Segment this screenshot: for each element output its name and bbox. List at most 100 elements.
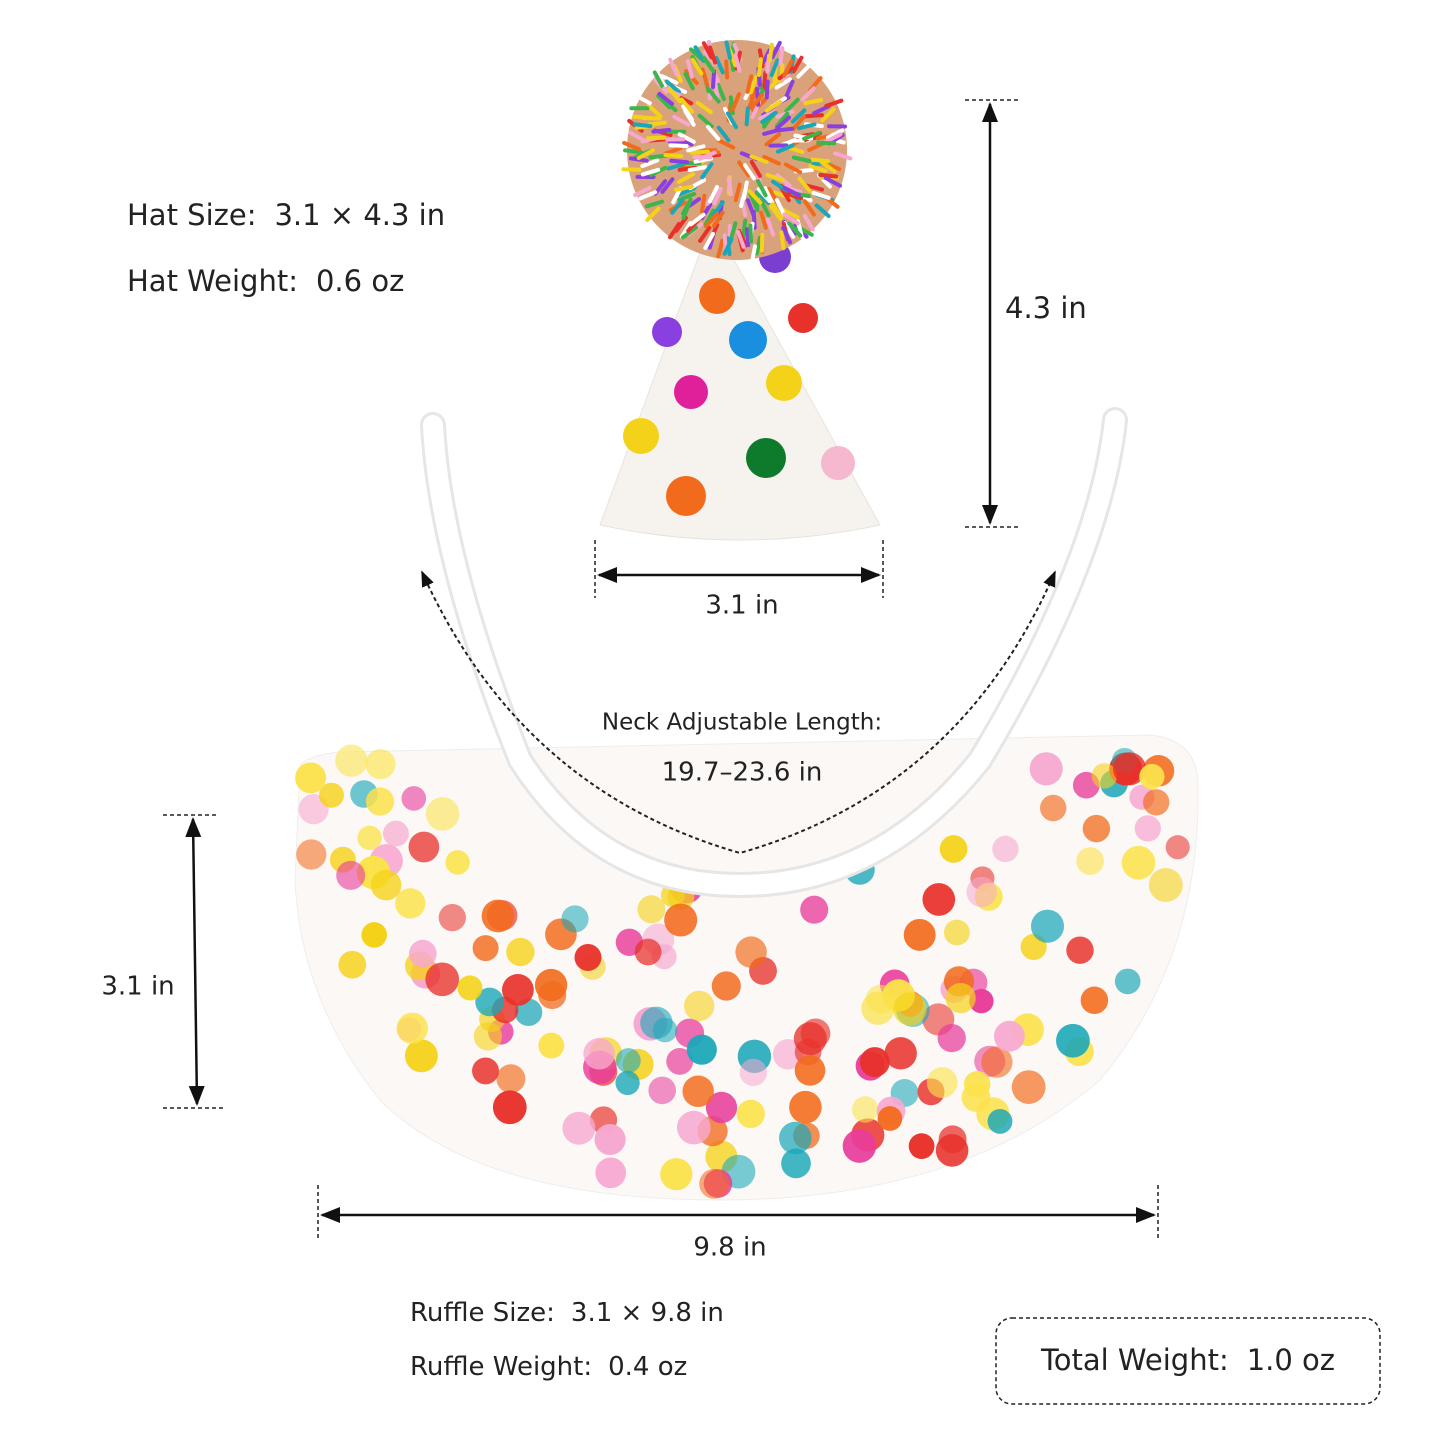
pom-pom-strand [783,191,803,201]
ruffle-height-label: 3.1 in [101,972,174,1002]
pom-pom-strand [645,206,661,222]
pom-pom-strand [781,226,793,245]
pom-pom-strand [745,198,756,218]
pom-pom-strand [770,202,784,220]
neck-label: Neck Adjustable Length: [602,710,882,736]
pom-pom-strand [644,199,665,209]
pom-pom-strand [782,186,801,198]
pom-pom-strand [749,154,769,164]
ruffle-dot [538,981,567,1010]
pom-pom-strand [621,167,642,172]
ruffle-dot [789,1090,822,1124]
pom-pom-strand [745,227,751,248]
ruffle-dot [1139,763,1165,790]
pom-pom-strand [803,98,823,106]
hat-weight: Hat Weight: 0.6 oz [127,264,404,298]
hat-dot [674,375,708,409]
spec-label: Hat Size: [127,198,256,232]
pom-pom-strand [706,124,721,141]
ruffle-dot [1056,1023,1090,1058]
pom-pom-strand [833,151,853,161]
pom-pom-strand [782,59,794,78]
pom-pom-strand [736,229,746,249]
pom-pom-strand [774,198,786,217]
hat-dot [699,278,735,314]
hat-dot [623,418,659,454]
pom-pom-strand [632,122,653,129]
pom-pom-strand [791,114,806,131]
pom-pom-strand [668,143,689,148]
pom-pom-strand [814,203,831,218]
pom-pom-strand [742,163,756,181]
pom-pom-strand [791,55,804,74]
pom-pom-strand [714,55,725,75]
ruffle-dots [295,744,1190,1199]
ruffle-dot [425,797,460,831]
pom-pom-strand [646,103,663,119]
ruffle-width-label: 9.8 in [693,1233,766,1263]
pom-pom-strand [769,58,780,78]
pom-pom-strand [731,92,741,111]
ruffle-dot [615,1048,641,1074]
pom-pom-strand [702,56,716,74]
hat-dot [821,446,855,480]
ruffle-dot [648,1076,677,1105]
ruffle-dot [842,1129,877,1163]
ruffle-dot [506,937,535,967]
ruffle-dot [472,935,499,962]
pom-pom-strand [763,186,775,205]
ruffle-dot [425,962,460,997]
spec-value: 1.0 oz [1247,1343,1335,1377]
ruffle-dot [699,1168,730,1199]
dimension-arrow [185,817,205,1106]
pom-pom-strand [681,201,692,220]
pom-pom-strand [748,75,759,95]
ruffle-dot [640,1006,673,1040]
ruffle-dot [457,975,483,1001]
pom-pom-strand [683,109,696,127]
ruffle-dot [338,950,367,979]
hat-cone [599,218,881,541]
pom-pom-strand [759,198,771,218]
ruffle-dot [1040,794,1067,822]
pom-pom-strand [640,167,661,177]
pom-pom-strand [707,185,719,204]
ruffle-dot [382,820,409,847]
pom-pom-strand [688,212,706,227]
ruffle-dot [473,1022,503,1051]
pom-pom-strand [802,199,816,217]
ruffle-dot [472,1057,499,1085]
pom-pom-strand [790,108,807,124]
neck-value: 19.7–23.6 in [662,758,823,788]
total-weight-box [995,1317,1381,1405]
pom-pom-strand [775,111,790,128]
ruffle-dot [994,1020,1025,1052]
pom-pom-strand [703,231,715,250]
pom-pom-strand [722,237,734,256]
ruffle-dot [538,1032,565,1059]
pom-pom-strand [802,213,815,232]
pom-pom-strand [668,222,681,240]
ruffle-weight: Ruffle Weight: 0.4 oz [410,1352,687,1382]
spec-value: 0.4 oz [608,1352,687,1382]
pom-pom-strand [756,57,763,77]
ruffle-dot [1112,752,1147,786]
pom-pom-strand [668,57,679,77]
ruffle-dot [908,1133,935,1159]
pom-pom-strand [745,74,754,94]
pom-pom-strand [622,140,641,152]
pom-pom-strand [711,210,725,229]
ruffle-dot [583,1038,615,1070]
pom-pom-strand [638,190,658,201]
pom-pom-strand [762,154,781,166]
ruffle-dot [705,1091,738,1124]
pom-pom-strand [737,160,751,178]
ruffle-dot [1082,814,1111,843]
pom-pom-strand [754,235,762,256]
hat-dot [666,476,706,516]
spec-value: 3.1 × 9.8 in [571,1298,724,1328]
pom-pom-strand [646,135,666,141]
ruffle-dot [395,888,426,919]
pom-pom-strand [700,193,707,214]
pom-pom-strand [797,176,812,193]
